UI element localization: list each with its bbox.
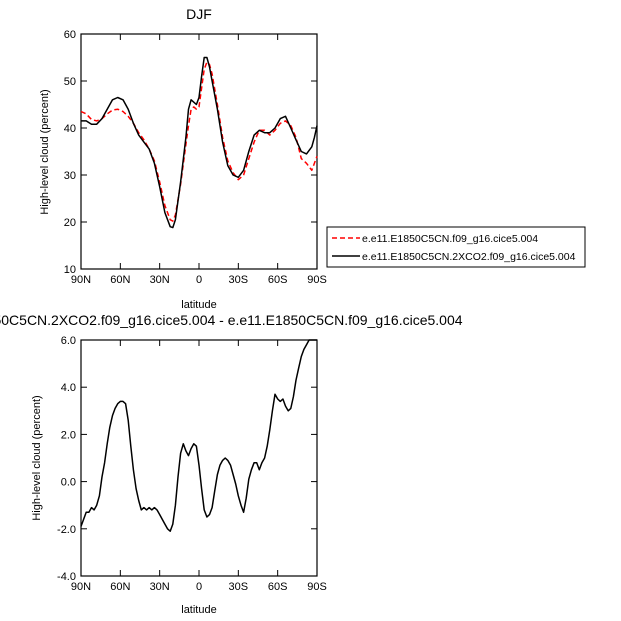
y-tick-label: 20 — [64, 217, 76, 229]
bottom-y-axis-label: High-level cloud (percent) — [31, 395, 43, 520]
plot-frame-0 — [80, 33, 318, 270]
x-tick-label: 0 — [196, 581, 202, 593]
y-tick-label: -2.0 — [57, 524, 76, 536]
x-tick-label: 90S — [307, 274, 327, 286]
top-chart-title: DJF — [186, 6, 212, 22]
series-line-0-0 — [80, 61, 318, 222]
x-tick-label: 90S — [307, 581, 327, 593]
x-tick-label: 0 — [196, 274, 202, 286]
x-tick-label: 30S — [229, 274, 249, 286]
bottom-x-axis-label: latitude — [181, 604, 216, 616]
series-line-0-1 — [81, 56, 318, 229]
x-tick-label: 60S — [268, 274, 288, 286]
x-tick-label: 60N — [110, 274, 130, 286]
top-x-axis-label: latitude — [181, 299, 216, 311]
y-tick-label: 40 — [64, 123, 76, 135]
y-tick-label: 60 — [64, 29, 76, 41]
y-tick-label: 4.0 — [61, 382, 76, 394]
y-tick-label: 30 — [64, 170, 76, 182]
bottom-plot-area: 90N 60N 30N 0 30S 60S 90S -4.0 -2.0 0.0 2.0 4.0 6.0 — [57, 335, 327, 593]
y-tick-label: -4.0 — [57, 571, 76, 583]
y-tick-label: 0.0 — [61, 477, 76, 489]
legend-label-control: e.e11.E1850C5CN.f09_g16.cice5.004 — [362, 233, 538, 245]
y-tick-label: 2.0 — [61, 429, 76, 441]
x-tick-label: 30N — [150, 581, 170, 593]
top-plot-area: 90N 60N 30N 0 30S 60S 90S 10 20 30 40 50 60 — [64, 29, 327, 286]
series-line-1-0 — [80, 339, 317, 532]
x-tick-label: 60S — [268, 581, 288, 593]
x-tick-label: 30S — [229, 581, 249, 593]
x-tick-label: 30N — [150, 274, 170, 286]
x-tick-label: 90N — [71, 274, 91, 286]
top-y-axis-label: High-level cloud (percent) — [39, 89, 51, 214]
y-tick-label: 50 — [64, 76, 76, 88]
bottom-chart-title: 50C5CN.2XCO2.f09_g16.cice5.004 - e.e11.E… — [0, 312, 463, 328]
legend: e.e11.E1850C5CN.f09_g16.cice5.004 e.e11.… — [326, 226, 586, 268]
y-tick-label: 6.0 — [61, 335, 76, 347]
plot-frame-1 — [80, 339, 318, 577]
x-tick-label: 90N — [71, 581, 91, 593]
y-tick-label: 10 — [64, 264, 76, 276]
legend-box — [326, 226, 586, 268]
x-tick-label: 60N — [110, 581, 130, 593]
legend-label-2xco2: e.e11.E1850C5CN.2XCO2.f09_g16.cice5.004 — [362, 251, 576, 263]
